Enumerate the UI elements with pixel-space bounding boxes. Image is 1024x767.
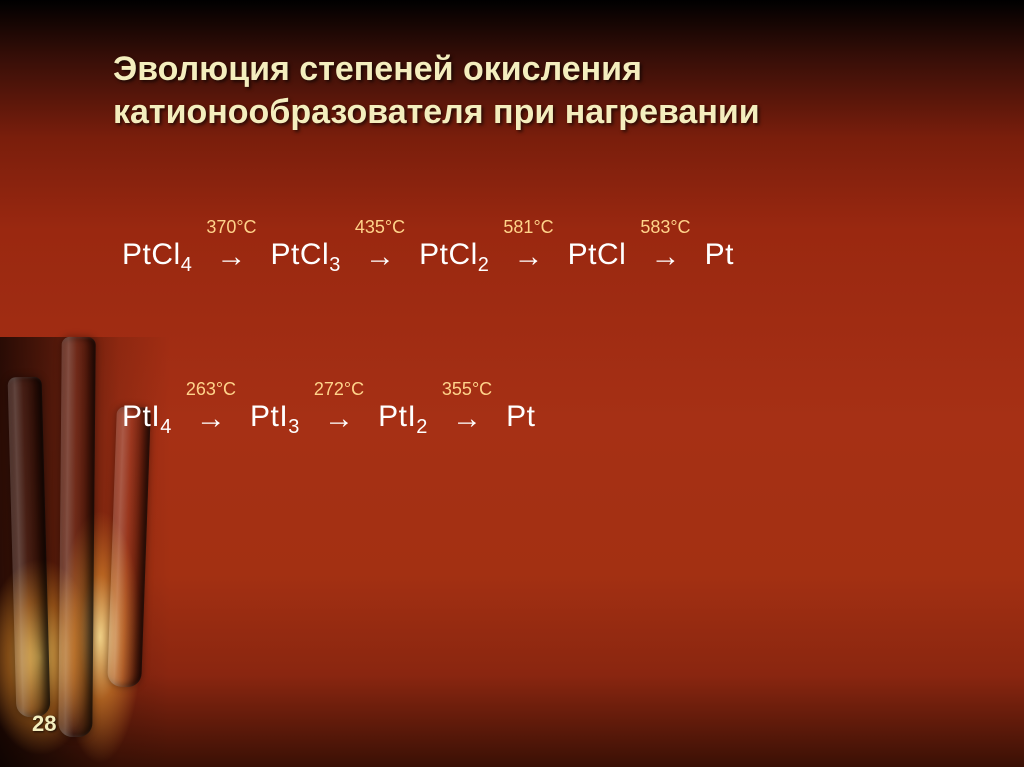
arrow-icon: → xyxy=(196,404,226,434)
reaction-chain-pti: PtI4 263°C → PtI3 272°C → PtI2 355°C → P… xyxy=(118,380,540,434)
species: PtI4 xyxy=(118,400,176,434)
reaction-step: 370°C → xyxy=(206,218,256,272)
temperature-label: 263°C xyxy=(186,380,236,398)
temperature-label: 272°C xyxy=(314,380,364,398)
arrow-icon: → xyxy=(514,242,544,272)
arrow-icon: → xyxy=(452,404,482,434)
reaction-step: 435°C → xyxy=(355,218,405,272)
reaction-step: 581°C → xyxy=(503,218,553,272)
species: Pt xyxy=(701,238,738,272)
temperature-label: 583°C xyxy=(640,218,690,236)
temperature-label: 370°C xyxy=(206,218,256,236)
arrow-icon: → xyxy=(216,242,246,272)
temperature-label: 435°C xyxy=(355,218,405,236)
species: PtCl2 xyxy=(415,238,493,272)
temperature-label: 581°C xyxy=(503,218,553,236)
species: Pt xyxy=(502,400,539,434)
species: PtCl4 xyxy=(118,238,196,272)
species: PtI2 xyxy=(374,400,432,434)
test-tube xyxy=(107,406,151,687)
reaction-step: 272°C → xyxy=(314,380,364,434)
species: PtCl xyxy=(564,238,631,272)
species: PtI3 xyxy=(246,400,304,434)
reaction-step: 583°C → xyxy=(640,218,690,272)
slide-number: 28 xyxy=(32,711,56,737)
slide-title: Эволюция степеней окисления катионообраз… xyxy=(113,48,933,133)
reaction-chain-ptcl: PtCl4 370°C → PtCl3 435°C → PtCl2 581°C … xyxy=(118,218,738,272)
arrow-icon: → xyxy=(365,242,395,272)
arrow-icon: → xyxy=(324,404,354,434)
reaction-step: 263°C → xyxy=(186,380,236,434)
reaction-step: 355°C → xyxy=(442,380,492,434)
species: PtCl3 xyxy=(267,238,345,272)
test-tube xyxy=(58,337,95,737)
temperature-label: 355°C xyxy=(442,380,492,398)
test-tube xyxy=(8,377,51,718)
arrow-icon: → xyxy=(650,242,680,272)
